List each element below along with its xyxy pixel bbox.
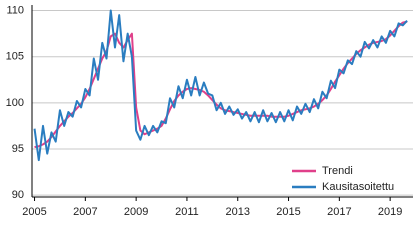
series-line	[33, 9, 408, 162]
x-tick-label: 2013	[225, 206, 249, 218]
y-tick-label: 90	[12, 189, 24, 201]
x-tick-label: 2015	[276, 206, 300, 218]
x-tick-label: 2007	[73, 206, 97, 218]
chart: 90 95 100 105 110 2005 2007 2009 2011 2013 2015 201…	[6, 4, 413, 218]
legend-label: Kausitasoitettu	[322, 181, 394, 193]
y-tick-label: 110	[6, 4, 24, 16]
y-tick-label: 95	[12, 143, 24, 155]
y-tick-label: 100	[6, 97, 24, 109]
legend-label: Trendi	[322, 165, 353, 177]
x-tick-label: 2011	[175, 206, 199, 218]
x-tick-label: 2019	[378, 206, 402, 218]
x-tick-label: 2005	[22, 206, 46, 218]
y-tick-label: 105	[6, 51, 24, 63]
x-tick-label: 2017	[327, 206, 351, 218]
x-tick-label: 2009	[124, 206, 148, 218]
